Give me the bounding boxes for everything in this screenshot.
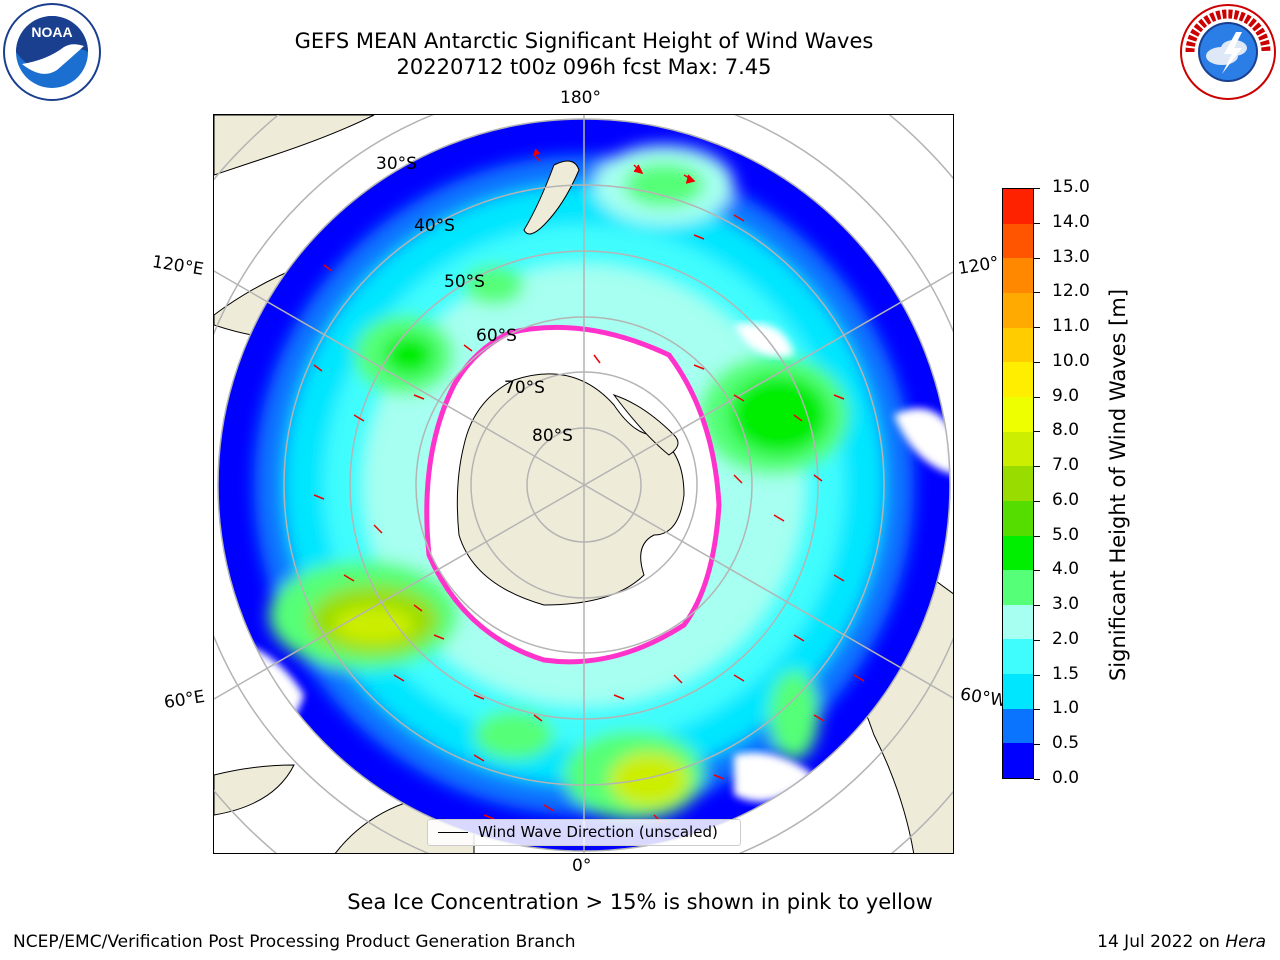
lon-label-60e: 60°E	[162, 686, 207, 714]
colorbar-tick-label: 13.0	[1052, 246, 1090, 267]
colorbar-tick-mark	[1034, 257, 1040, 259]
colorbar-tick-label: 5.0	[1052, 524, 1080, 545]
colorbar-segment	[1003, 327, 1033, 363]
colorbar-segment	[1003, 535, 1033, 571]
colorbar-ticks: 0.0 0.5 1.0 1.5 2.0 3.0 4.0 5.0 6.0 7.0 8.0 9.0 10.0…	[1034, 177, 1114, 788]
colorbar-tick-mark	[1034, 466, 1040, 468]
colorbar-tick-mark	[1034, 431, 1040, 433]
lon-label-0: 0°	[572, 856, 592, 876]
lat-label-80s: 80°S	[532, 426, 573, 446]
footer-branch: NCEP/EMC/Verification Post Processing Pr…	[13, 932, 576, 952]
colorbar-tick-label: 4.0	[1052, 559, 1080, 580]
colorbar-tick-mark	[1034, 327, 1040, 329]
lon-label-120w: 120°	[956, 252, 1001, 280]
noaa-logo-text: NOAA	[31, 24, 72, 40]
colorbar-tick-mark	[1034, 605, 1040, 607]
colorbar-tick-mark	[1034, 744, 1040, 746]
land-new-zealand	[523, 160, 580, 235]
colorbar-tick-label: 9.0	[1052, 385, 1080, 406]
colorbar	[1002, 188, 1034, 779]
colorbar-tick-label: 15.0	[1052, 177, 1090, 197]
polar-map-canvas: 30°S 40°S 50°S 60°S 70°S 80°S	[214, 115, 953, 853]
noaa-logo: NOAA	[3, 3, 101, 101]
colorbar-tick-mark	[1034, 361, 1040, 363]
colorbar-segment	[1003, 431, 1033, 467]
colorbar-segment	[1003, 189, 1033, 224]
colorbar-segment	[1003, 396, 1033, 432]
colorbar-tick-label: 11.0	[1052, 316, 1090, 337]
colorbar-segment	[1003, 743, 1033, 778]
colorbar-label: Significant Height of Wind Waves [m]	[1106, 288, 1130, 682]
colorbar-tick-label: 6.0	[1052, 489, 1080, 510]
colorbar-tick-mark	[1034, 222, 1040, 224]
colorbar-tick-label: 1.5	[1052, 663, 1080, 684]
colorbar-segment	[1003, 674, 1033, 709]
lon-label-180: 180°	[560, 88, 601, 108]
colorbar-tick-label: 0.5	[1052, 733, 1080, 754]
colorbar-tick-label: 0.0	[1052, 768, 1080, 788]
colorbar-segment	[1003, 500, 1033, 536]
legend-line	[438, 832, 468, 834]
colorbar-segment	[1003, 258, 1033, 294]
colorbar-tick-label: 10.0	[1052, 350, 1090, 371]
chart-subtitle: 20220712 t00z 096h fcst Max: 7.45	[396, 55, 772, 79]
lat-label-70s: 70°S	[504, 378, 545, 398]
land-australia-corner	[214, 115, 375, 176]
legend-label: Wind Wave Direction (unscaled)	[478, 823, 718, 841]
footer-machine: Hera	[1225, 932, 1266, 952]
colorbar-tick-mark	[1034, 674, 1040, 676]
lat-label-30s: 30°S	[376, 154, 417, 174]
chart-title: GEFS MEAN Antarctic Significant Height o…	[294, 29, 874, 53]
colorbar-tick-mark	[1034, 709, 1040, 711]
lat-label-40s: 40°S	[414, 216, 455, 236]
colorbar-tick-mark	[1034, 500, 1040, 502]
colorbar-tick-label: 12.0	[1052, 281, 1090, 302]
lon-label-60w: 60°W	[958, 684, 1009, 712]
land-madagascar	[214, 764, 295, 816]
colorbar-segment	[1003, 466, 1033, 501]
land-antarctica	[456, 373, 685, 606]
lon-label-120e: 120°E	[150, 252, 205, 280]
colorbar-segment	[1003, 639, 1033, 675]
graticule	[214, 115, 953, 853]
colorbar-tick-label: 2.0	[1052, 628, 1080, 649]
polar-map: 30°S 40°S 50°S 60°S 70°S 80°S Wind Wave …	[213, 114, 954, 854]
colorbar-tick-label: 1.0	[1052, 698, 1080, 719]
colorbar-tick-mark	[1034, 188, 1040, 189]
colorbar-segment	[1003, 570, 1033, 605]
colorbar-segment	[1003, 362, 1033, 397]
map-legend: Wind Wave Direction (unscaled)	[427, 819, 741, 846]
nws-logo	[1180, 4, 1276, 100]
colorbar-segment	[1003, 604, 1033, 640]
colorbar-tick-label: 7.0	[1052, 455, 1080, 476]
colorbar-tick-mark	[1034, 570, 1040, 572]
lat-label-50s: 50°S	[444, 272, 485, 292]
colorbar-tick-label: 8.0	[1052, 420, 1080, 441]
colorbar-segment	[1003, 708, 1033, 744]
footer-date-text: 14 Jul 2022 on	[1097, 932, 1226, 952]
colorbar-tick-mark	[1034, 535, 1040, 537]
lat-label-60s: 60°S	[476, 326, 517, 346]
colorbar-tick-mark	[1034, 779, 1040, 780]
colorbar-tick-label: 3.0	[1052, 594, 1080, 615]
sea-ice-note: Sea Ice Concentration > 15% is shown in …	[347, 890, 933, 914]
colorbar-tick-label: 14.0	[1052, 211, 1090, 232]
colorbar-tick-mark	[1034, 396, 1040, 398]
colorbar-segment	[1003, 223, 1033, 259]
colorbar-segment	[1003, 293, 1033, 328]
colorbar-tick-mark	[1034, 292, 1040, 294]
colorbar-tick-mark	[1034, 639, 1040, 641]
footer-date: 14 Jul 2022 on Hera	[1097, 932, 1266, 952]
